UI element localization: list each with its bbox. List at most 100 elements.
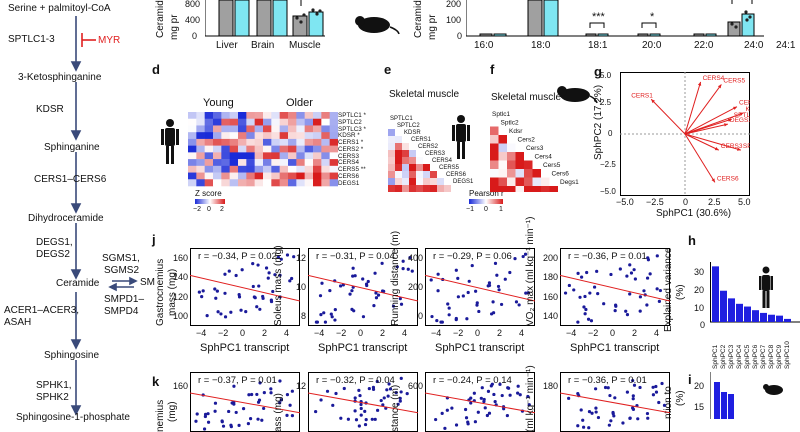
scatter-point bbox=[376, 408, 380, 412]
panel-c-cat-5: 24:0 bbox=[744, 40, 764, 51]
scatter-point bbox=[576, 391, 580, 396]
scatter-point bbox=[645, 276, 650, 280]
scatter-point bbox=[319, 313, 323, 317]
scatter-point bbox=[429, 278, 433, 282]
panel-g-ytick: 0 bbox=[608, 129, 613, 138]
scatter-point bbox=[581, 418, 585, 422]
scatter-point bbox=[594, 406, 598, 410]
heat-d-cell bbox=[296, 112, 305, 120]
scatter-point bbox=[430, 314, 434, 319]
heat-d-cell bbox=[263, 165, 272, 173]
heat-d-cell bbox=[204, 152, 214, 160]
panel-f-gene-label: Cers3 bbox=[526, 145, 544, 152]
panel-f-gene-label: Sptlc1 bbox=[492, 111, 510, 118]
scatter-point bbox=[629, 271, 634, 275]
scatter-point bbox=[361, 277, 365, 281]
scatter-point bbox=[613, 309, 617, 313]
scatter-point bbox=[195, 412, 199, 416]
panel-e-legend-tick-0: −1 bbox=[466, 206, 474, 213]
scatter-point bbox=[353, 409, 357, 413]
heat-d-cell bbox=[221, 159, 230, 167]
row-j-label: j bbox=[152, 232, 156, 247]
heat-d-cell bbox=[304, 172, 314, 180]
bar-h bbox=[744, 306, 751, 322]
scatter-ytick: 600 bbox=[407, 381, 423, 391]
scatter-point bbox=[461, 294, 465, 298]
heat-d-cell bbox=[279, 165, 289, 173]
heat-d-cell bbox=[213, 159, 222, 167]
scatter-ytick: 180 bbox=[542, 381, 558, 391]
heat-f-cell bbox=[490, 126, 499, 135]
panel-h-ytick-30: 30 bbox=[694, 267, 705, 277]
scatter-point bbox=[357, 424, 361, 428]
pathway-arrows bbox=[70, 16, 138, 416]
biplot-vector bbox=[684, 133, 716, 183]
scatter-point bbox=[506, 386, 511, 390]
scatter-point bbox=[371, 387, 376, 391]
heat-d-cell bbox=[213, 138, 222, 146]
scatter-point bbox=[380, 289, 385, 293]
biplot-arrowhead bbox=[733, 106, 737, 110]
heat-e-cell bbox=[402, 164, 409, 171]
heat-f-cell bbox=[507, 169, 516, 178]
heat-d-cell bbox=[229, 138, 239, 146]
scatter-point bbox=[493, 400, 497, 404]
heat-d-cell bbox=[213, 172, 222, 180]
scatter-point bbox=[256, 417, 260, 421]
heat-e-cell bbox=[409, 171, 416, 178]
scatter-point bbox=[595, 269, 599, 273]
bar-brain-ctrl bbox=[256, 0, 272, 37]
panel-e-legend-bar bbox=[469, 199, 503, 204]
heat-d-cell bbox=[229, 172, 239, 180]
scatter-point bbox=[517, 303, 521, 307]
scatter-point bbox=[482, 397, 486, 402]
scatter-point bbox=[646, 256, 650, 260]
scatter-point bbox=[396, 402, 400, 406]
bar-liver-trt bbox=[234, 0, 250, 37]
scatter-point bbox=[314, 409, 318, 414]
panel-d-gene-label: KDSR * bbox=[338, 132, 360, 140]
heat-d-cell bbox=[221, 179, 230, 187]
scatter-point bbox=[625, 274, 629, 278]
heat-d-cell bbox=[304, 112, 314, 120]
scatter-xtick: 2 bbox=[632, 328, 638, 338]
panel-e-gene-label: CERS2 bbox=[418, 144, 439, 150]
scatter-point bbox=[266, 276, 270, 280]
scatter-point bbox=[474, 289, 478, 293]
heat-d-cell bbox=[321, 112, 330, 120]
biplot-vector bbox=[684, 123, 729, 135]
scatter-point bbox=[592, 285, 597, 289]
mouse-icon-f bbox=[557, 86, 598, 104]
scatter-point bbox=[385, 388, 389, 392]
heat-d-cell bbox=[288, 179, 297, 187]
human-icon bbox=[161, 119, 179, 164]
scatter-point bbox=[483, 406, 487, 410]
biplot-vector bbox=[650, 98, 686, 135]
scatter-point bbox=[631, 397, 635, 401]
enzyme-smpd1: SMPD1– bbox=[104, 294, 145, 305]
scatter-point bbox=[269, 387, 273, 391]
heat-f-cell bbox=[490, 186, 499, 192]
heat-d-cell bbox=[204, 165, 214, 173]
scatter-point bbox=[288, 279, 292, 283]
scatter-point bbox=[631, 379, 635, 383]
scatter-point bbox=[491, 300, 495, 304]
scatter-point bbox=[516, 384, 520, 388]
inhibitor-myr: MYR bbox=[98, 35, 121, 46]
scatter-point bbox=[465, 317, 469, 321]
heat-e-cell bbox=[402, 171, 409, 178]
heat-f-cell bbox=[515, 169, 524, 178]
scatter-xtick: −4 bbox=[566, 328, 577, 338]
scatter-point bbox=[475, 301, 479, 305]
heat-d-cell bbox=[188, 112, 197, 120]
scatter-point bbox=[357, 388, 361, 392]
enzyme-cers: CERS1–CERS6 bbox=[34, 174, 107, 185]
heat-d-cell bbox=[238, 138, 247, 146]
heat-d-cell bbox=[254, 125, 264, 133]
biplot-arrowhead bbox=[736, 147, 741, 151]
heat-d-cell bbox=[313, 125, 322, 133]
bar-h bbox=[776, 315, 783, 322]
heat-d-cell bbox=[204, 138, 214, 146]
human-icon-e bbox=[452, 115, 470, 159]
scatter-point bbox=[493, 261, 498, 265]
